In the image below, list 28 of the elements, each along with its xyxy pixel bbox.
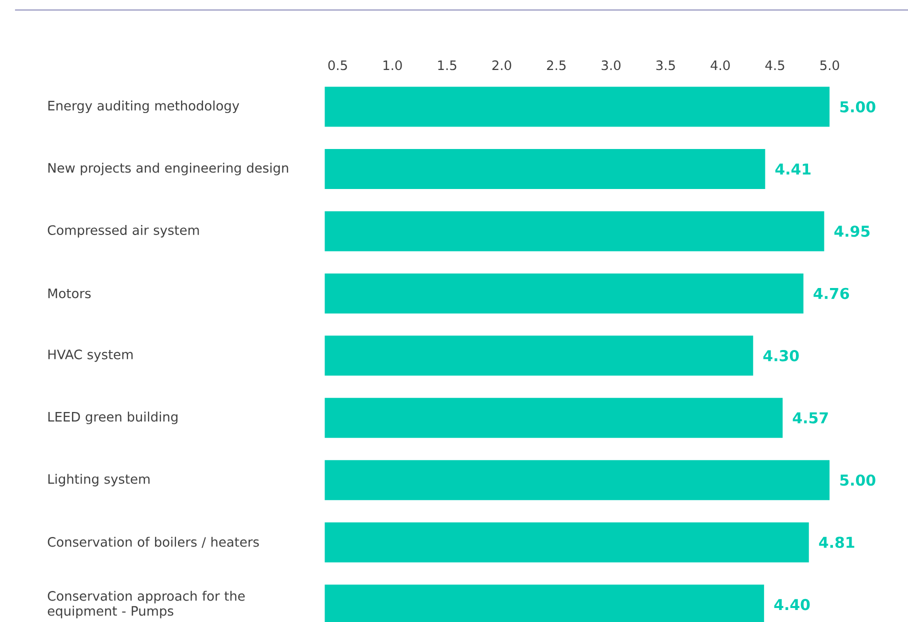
y-tick-label: Conservation approach for the equipment - Pumps (48, 590, 245, 618)
y-tick-label: New projects and engineering design (48, 162, 288, 176)
data-label: 5.00 (840, 474, 876, 486)
x-tick-label: 1.5 (438, 60, 456, 70)
y-tick-label: HVAC system (48, 350, 133, 362)
data-label: 4.95 (834, 226, 870, 237)
x-tick-label: 4.5 (765, 60, 784, 70)
data-label: 4.41 (775, 164, 811, 174)
y-tick-label: Energy auditing methodology (48, 100, 240, 114)
x-tick-label: 3.5 (656, 60, 675, 70)
x-tick-label: 2.0 (492, 60, 512, 70)
y-tick-label: Compressed air system (48, 224, 199, 238)
x-tick-label: 3.0 (602, 60, 620, 70)
data-label: 5.00 (840, 101, 876, 112)
x-tick-label: 1.0 (384, 60, 402, 70)
data-label: 4.57 (792, 412, 828, 424)
data-label: 4.30 (763, 350, 799, 362)
data-label: 4.81 (819, 536, 854, 548)
data-label: 4.76 (814, 288, 850, 300)
y-tick-label: Lighting system (48, 474, 150, 486)
y-tick-label: Motors (48, 288, 91, 298)
x-tick-label: 0.5 (328, 60, 347, 70)
y-tick-label: LEED green building (48, 412, 178, 424)
x-tick-label: 4.0 (710, 60, 730, 70)
y-tick-label: Conservation of boilers / heaters (48, 536, 259, 548)
x-tick-label: 2.5 (547, 60, 566, 70)
data-label: 4.40 (774, 598, 810, 610)
x-tick-label: 5.0 (820, 60, 840, 70)
